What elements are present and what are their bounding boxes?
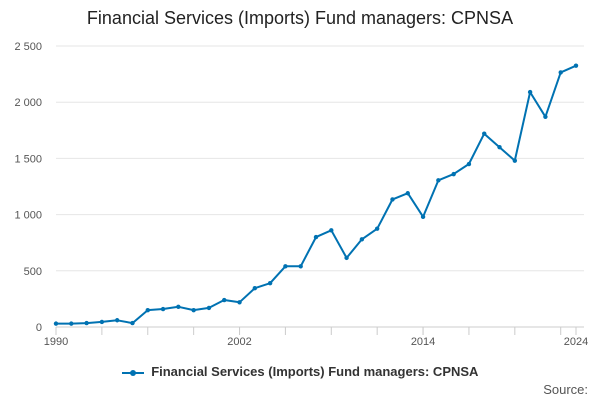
data-point[interactable] [359, 237, 365, 242]
data-point[interactable] [497, 144, 502, 150]
data-point[interactable] [298, 264, 303, 269]
data-point[interactable] [329, 228, 334, 233]
data-point[interactable] [390, 197, 395, 202]
data-point[interactable] [222, 297, 227, 303]
legend-label: Financial Services (Imports) Fund manage… [151, 364, 479, 379]
data-point[interactable] [405, 191, 410, 196]
series-line [56, 64, 577, 325]
y-tick-label: 1 500 [14, 153, 42, 165]
data-point[interactable] [53, 321, 59, 326]
x-tick-label: 2002 [227, 336, 251, 348]
data-point[interactable] [436, 178, 441, 183]
x-tick-label: 1990 [44, 336, 68, 348]
data-point[interactable] [69, 321, 74, 326]
data-point[interactable] [527, 89, 533, 95]
y-tick-label: 2 000 [14, 97, 42, 109]
y-tick-label: 0 [36, 322, 42, 334]
data-point[interactable] [176, 304, 181, 309]
data-point[interactable] [512, 158, 518, 163]
data-point[interactable] [191, 307, 196, 313]
data-point[interactable] [313, 234, 319, 240]
y-tick-label: 1 000 [14, 210, 42, 222]
data-point[interactable] [344, 255, 349, 261]
data-point[interactable] [558, 70, 563, 75]
data-point[interactable] [237, 300, 242, 305]
data-point[interactable] [252, 286, 258, 291]
y-tick-label: 2 500 [14, 41, 42, 53]
x-tick-label: 2014 [411, 336, 435, 348]
data-point[interactable] [451, 171, 456, 177]
data-point[interactable] [206, 305, 212, 311]
legend[interactable]: Financial Services (Imports) Fund manage… [0, 364, 600, 379]
x-tick-label: 2024 [564, 336, 588, 348]
data-point[interactable] [145, 307, 150, 313]
chart-title: Financial Services (Imports) Fund manage… [86, 8, 514, 28]
data-point[interactable] [420, 214, 426, 220]
data-point[interactable] [283, 264, 288, 269]
legend-key-icon [121, 368, 144, 378]
source-label: Source: [543, 382, 588, 397]
data-point[interactable] [573, 63, 579, 68]
data-point[interactable] [482, 131, 487, 136]
y-tick-label: 500 [24, 266, 42, 278]
data-point[interactable] [160, 306, 166, 312]
data-point[interactable] [130, 320, 135, 326]
data-point[interactable] [543, 114, 548, 120]
data-point[interactable] [267, 280, 273, 286]
data-point[interactable] [114, 318, 120, 323]
data-point[interactable] [374, 226, 380, 231]
data-point[interactable] [466, 161, 472, 167]
data-point[interactable] [84, 320, 89, 326]
data-point[interactable] [99, 319, 105, 325]
